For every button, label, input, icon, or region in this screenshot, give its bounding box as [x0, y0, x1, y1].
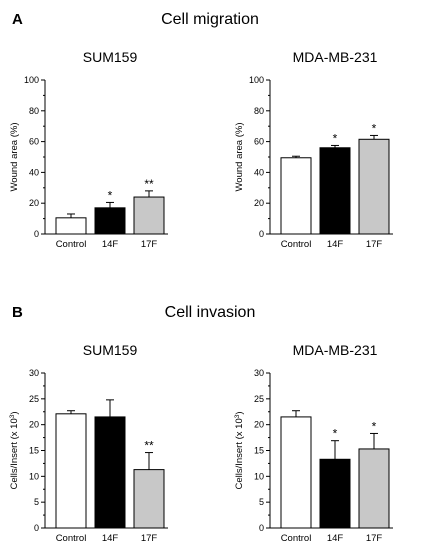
panel-a-letter: A	[12, 11, 23, 28]
category-label: 14F	[327, 533, 344, 544]
y-tick-label: 40	[254, 167, 264, 177]
category-label: 17F	[141, 533, 158, 544]
y-tick-label: 40	[29, 167, 39, 177]
category-label: 17F	[366, 533, 383, 544]
y-axis-label-superscript: 3	[9, 414, 16, 418]
chart-title: MDA-MB-231	[293, 49, 378, 65]
y-tick-label: 0	[259, 523, 264, 533]
category-label: 14F	[102, 533, 119, 544]
significance-marker: *	[372, 419, 377, 433]
y-tick-label: 30	[254, 368, 264, 378]
y-tick-label: 15	[254, 446, 264, 456]
bar-control	[280, 416, 312, 529]
chart-title: SUM159	[83, 49, 138, 65]
y-tick-label: 0	[259, 229, 264, 239]
bar-14f	[319, 147, 351, 235]
bar-control	[280, 157, 312, 235]
bar-17f	[358, 448, 390, 529]
significance-marker: *	[333, 131, 338, 145]
y-axis-label-superscript: 3	[234, 414, 241, 418]
category-label: 17F	[366, 239, 383, 250]
bar-17f	[133, 469, 165, 529]
bar-14f	[94, 416, 126, 529]
category-label: Control	[56, 239, 87, 250]
y-tick-label: 0	[34, 229, 39, 239]
bar-14f	[319, 458, 351, 529]
bar-17f	[358, 138, 390, 235]
y-tick-label: 10	[29, 471, 39, 481]
y-tick-label: 30	[29, 368, 39, 378]
y-tick-label: 100	[24, 75, 39, 85]
y-axis-label: Cells/Insert (x 103)	[234, 411, 246, 489]
y-tick-label: 60	[254, 137, 264, 147]
y-tick-label: 20	[254, 420, 264, 430]
y-tick-label: 80	[254, 106, 264, 116]
y-tick-label: 25	[254, 394, 264, 404]
chart-2: MDA-MB-231 0 20 40 60 80 100 Wound area (%) Cont…	[234, 49, 393, 250]
y-axis-label-tail: )	[234, 411, 245, 414]
significance-marker: *	[333, 427, 338, 441]
chart-4: MDA-MB-231 0 5 10 15 20 25 30 Cells/Insert (x 10…	[234, 342, 393, 544]
y-tick-label: 0	[34, 523, 39, 533]
y-tick-label: 15	[29, 446, 39, 456]
panel-b-letter: B	[12, 304, 23, 321]
y-tick-label: 20	[254, 198, 264, 208]
significance-marker: **	[144, 177, 154, 191]
y-tick-label: 20	[29, 420, 39, 430]
category-label: Control	[281, 533, 312, 544]
bar-14f	[94, 207, 126, 235]
y-tick-label: 25	[29, 394, 39, 404]
bar-17f	[133, 196, 165, 235]
category-label: 14F	[327, 239, 344, 250]
y-tick-label: 60	[29, 137, 39, 147]
y-axis-label: Wound area (%)	[234, 123, 245, 192]
category-label: 17F	[141, 239, 158, 250]
category-label: Control	[56, 533, 87, 544]
bar-control	[55, 413, 87, 529]
y-axis-label-tail: )	[9, 411, 20, 414]
y-axis-label: Wound area (%)	[9, 123, 20, 192]
category-label: Control	[281, 239, 312, 250]
y-tick-label: 5	[259, 497, 264, 507]
chart-title: SUM159	[83, 342, 138, 358]
category-label: 14F	[102, 239, 119, 250]
y-tick-label: 10	[254, 471, 264, 481]
significance-marker: **	[144, 439, 154, 453]
y-axis-label: Cells/Insert (x 103)	[9, 411, 21, 489]
y-tick-label: 20	[29, 198, 39, 208]
bar-control	[55, 217, 87, 235]
y-tick-label: 100	[249, 75, 264, 85]
chart-1: SUM159 0 20 40 60 80 100 Wound area (%) Control *…	[9, 49, 168, 250]
chart-title: MDA-MB-231	[293, 342, 378, 358]
panel-a-title: Cell migration	[161, 11, 259, 28]
significance-marker: *	[372, 121, 377, 135]
significance-marker: *	[108, 188, 113, 202]
y-tick-label: 5	[34, 497, 39, 507]
y-tick-label: 80	[29, 106, 39, 116]
chart-3: SUM159 0 5 10 15 20 25 30 Cells/Insert (x 103) Co…	[9, 342, 168, 544]
panel-b-title: Cell invasion	[165, 304, 256, 321]
